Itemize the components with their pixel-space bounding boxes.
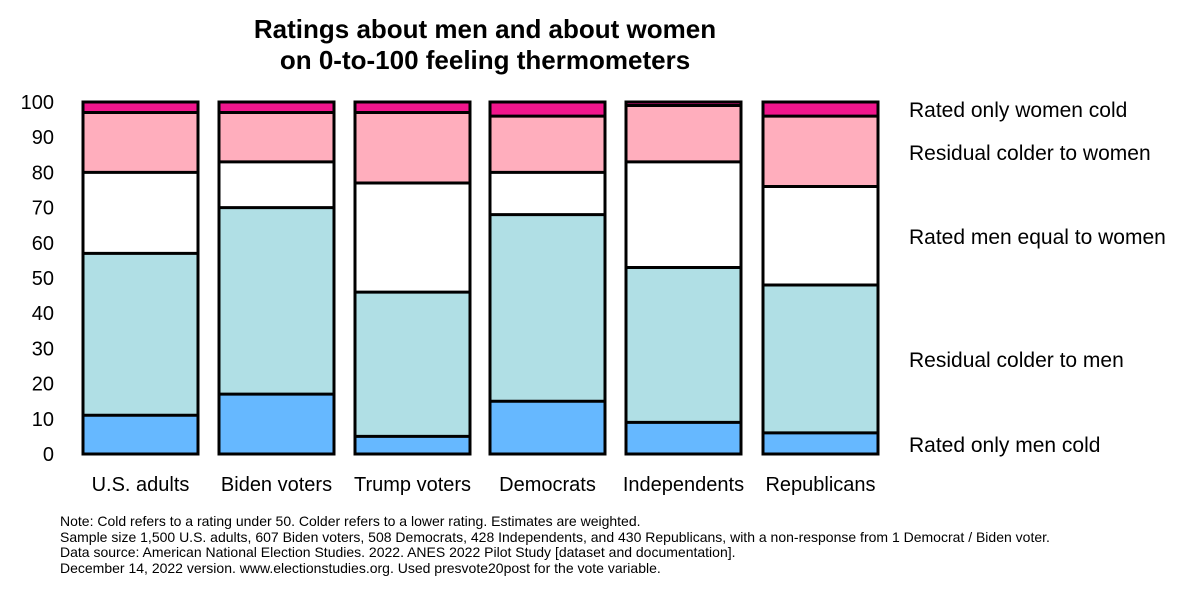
chart-title-line-2: on 0-to-100 feeling thermometers [279, 45, 691, 75]
bar-outline [488, 100, 607, 456]
bar-segment [219, 102, 334, 113]
bar-segment [83, 415, 198, 454]
y-tick-label: 100 [21, 92, 54, 114]
bar-segment [490, 401, 605, 454]
bar-segment [626, 267, 741, 423]
chart-title-line-1: Ratings about men and about women [253, 14, 717, 44]
bar-outline [761, 100, 880, 456]
legend-entry: Residual colder to women [909, 142, 1151, 165]
bar-segment [83, 112, 198, 173]
bar-segment [83, 253, 198, 416]
bar-segment [83, 102, 198, 113]
chart-notes: Note: Cold refers to a rating under 50. … [60, 513, 1050, 576]
x-category-label: Republicans [765, 474, 875, 496]
bar-segment [355, 102, 470, 113]
bar-outline [81, 100, 200, 456]
y-tick-label: 60 [32, 233, 54, 255]
y-tick-label: 90 [32, 127, 54, 149]
legend-entry: Rated men equal to women [909, 226, 1166, 249]
x-category-label: Independents [623, 474, 744, 496]
bar-segment [219, 207, 334, 395]
note-line-1: Note: Cold refers to a rating under 50. … [60, 513, 641, 529]
bar-segment [490, 172, 605, 215]
legend-entry: Rated only men cold [909, 434, 1100, 457]
bar-segment [355, 436, 470, 454]
legend-entry: Residual colder to men [909, 349, 1124, 372]
bar-segment [355, 112, 470, 183]
note-line-2: Sample size 1,500 U.S. adults, 607 Biden… [60, 528, 1050, 545]
note-line-4: December 14, 2022 version. www.elections… [60, 559, 661, 576]
bar-segment [626, 102, 741, 106]
bar-segment [763, 285, 878, 433]
y-tick-label: 10 [32, 409, 54, 431]
x-category-label: Democrats [499, 474, 596, 496]
x-category-label: Trump voters [354, 474, 471, 496]
x-category-label: U.S. adults [92, 474, 190, 496]
bar-outline [353, 100, 472, 456]
chart-title: Ratings about men and about women on 0-t… [0, 14, 970, 76]
bar-segment [83, 172, 198, 254]
bar-segment [219, 112, 334, 162]
y-tick-label: 20 [32, 374, 54, 396]
bar-segment [490, 214, 605, 402]
bar-segment [763, 102, 878, 117]
bar-segment [219, 161, 334, 208]
bar-outline [624, 100, 743, 456]
bar-segment [626, 422, 741, 454]
y-tick-label: 0 [43, 444, 54, 466]
bar-outline [217, 100, 336, 456]
bar-segment [763, 186, 878, 286]
bar-segment [219, 394, 334, 454]
note-line-3: Data source: American National Election … [60, 544, 736, 560]
bar-segment [355, 292, 470, 437]
bar-segment [763, 116, 878, 187]
x-category-label: Biden voters [221, 474, 332, 496]
y-tick-label: 50 [32, 268, 54, 290]
bar-segment [626, 105, 741, 162]
bar-segment [626, 161, 741, 268]
y-tick-label: 80 [32, 162, 54, 184]
bar-segment [355, 182, 470, 293]
y-tick-label: 30 [32, 338, 54, 360]
bar-segment [763, 432, 878, 454]
y-tick-label: 40 [32, 303, 54, 325]
legend-entry: Rated only women cold [909, 99, 1127, 122]
y-tick-label: 70 [32, 198, 54, 220]
bar-segment [490, 116, 605, 173]
bar-segment [490, 102, 605, 117]
